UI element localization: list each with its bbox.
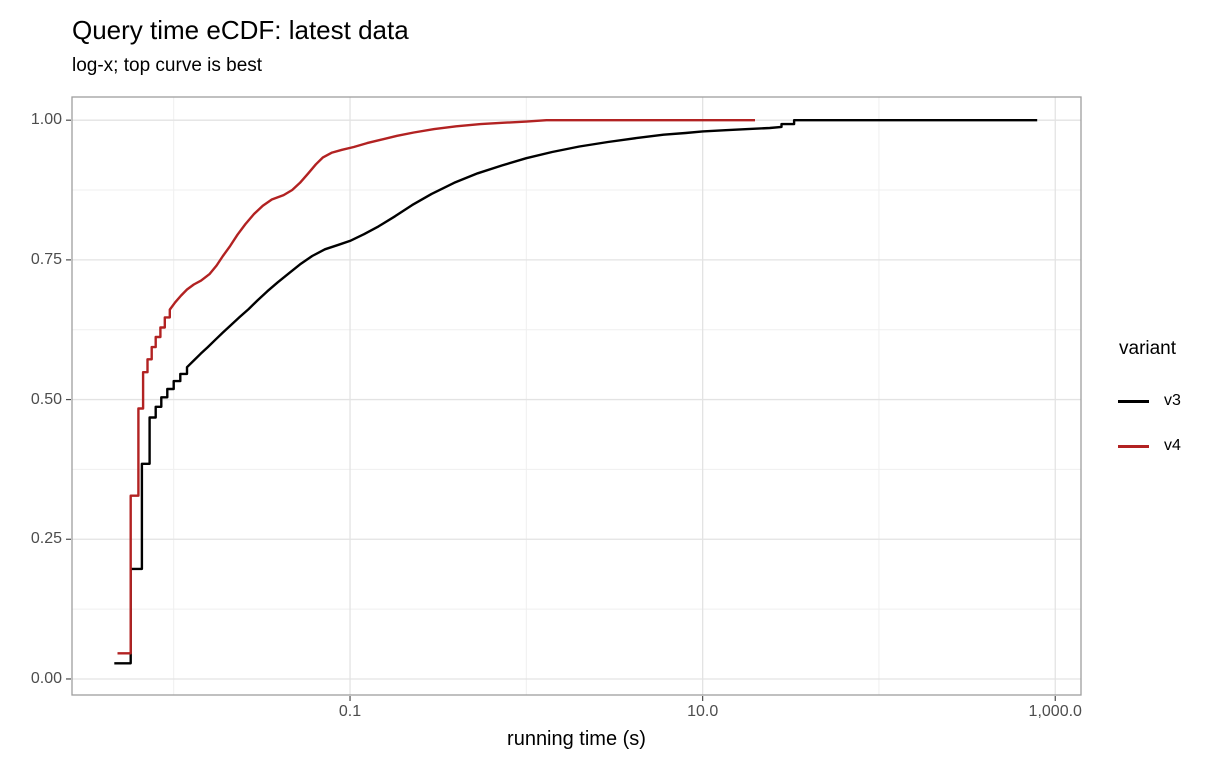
x-tick-label-1,000.0: 1,000.0 [1028, 703, 1082, 720]
x-tick-label-10.0: 10.0 [687, 703, 719, 720]
curve-v3 [114, 119, 1038, 665]
y-tick-label-0.75: 0.75 [30, 250, 62, 268]
x-tick-label-0.1: 0.1 [338, 703, 362, 720]
x-axis-title: running time (s) [507, 728, 646, 750]
chart-subtitle: log-x; top curve is best [72, 55, 263, 76]
curve-v4 [117, 119, 755, 655]
y-tick-label-0.25: 0.25 [30, 530, 62, 548]
y-tick-label-0.50: 0.50 [30, 390, 62, 408]
legend-label-v3: v3 [1164, 392, 1181, 409]
legend-label-v4: v4 [1164, 437, 1181, 454]
y-tick-label-0.00: 0.00 [30, 669, 62, 687]
legend-item-v4: v4 [1118, 435, 1215, 457]
legend-key-line-v3 [1118, 399, 1149, 403]
y-tick-label-1.00: 1.00 [30, 111, 62, 129]
panel-border [71, 96, 1082, 696]
chart-title: Query time eCDF: latest data [72, 15, 409, 45]
legend-key-line-v4 [1118, 444, 1149, 448]
legend-title: variant [1119, 338, 1177, 359]
legend: variant v3 v4 [1118, 338, 1215, 457]
legend-item-v3: v3 [1118, 390, 1215, 412]
